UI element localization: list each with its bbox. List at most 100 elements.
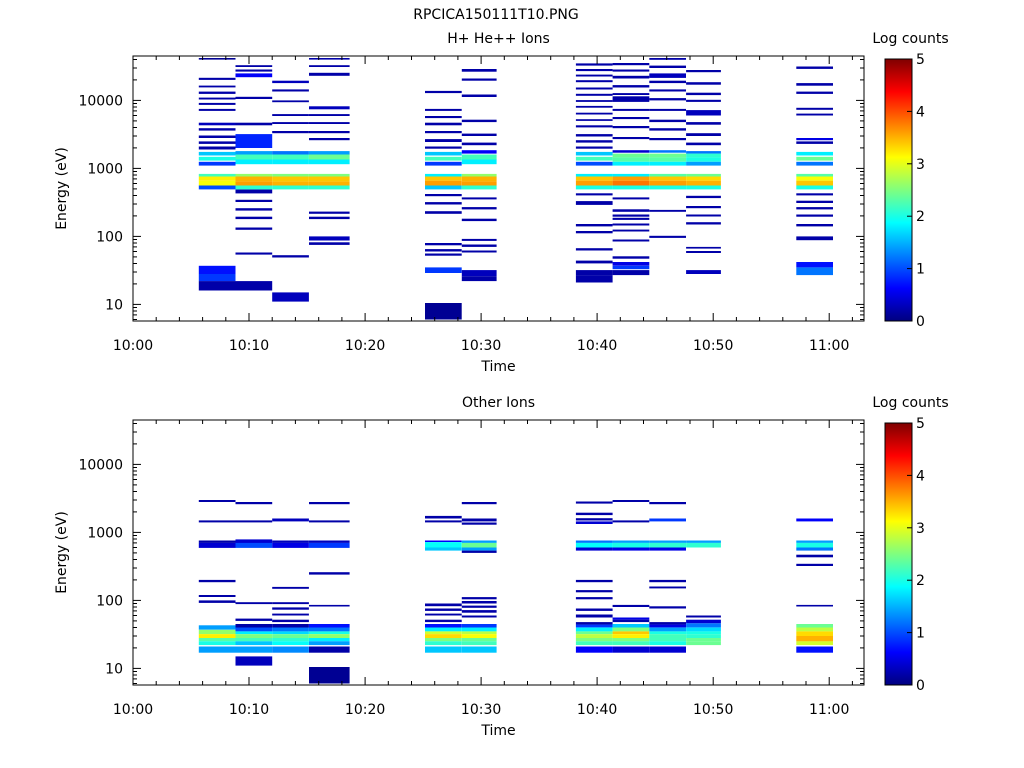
spectrogram-cell — [309, 122, 350, 124]
spectrogram-cell — [612, 239, 650, 242]
spectrogram-cell — [425, 173, 462, 177]
spectrogram-cell — [649, 153, 686, 158]
spectrogram-cell — [272, 255, 309, 258]
spectrogram-cell — [575, 156, 613, 161]
spectrogram-cell — [461, 601, 497, 604]
spectrogram-cell — [796, 214, 833, 217]
spectrogram-cell — [575, 146, 613, 149]
spectrogram-cell — [309, 624, 350, 628]
y-tick-label: 100 — [96, 229, 123, 245]
spectrogram-cell — [575, 80, 613, 83]
spectrogram-cell — [235, 69, 273, 72]
spectrogram-cell — [686, 133, 721, 136]
spectrogram-cell — [461, 638, 497, 642]
spectrogram-cell — [198, 625, 236, 630]
spectrogram-cell — [612, 150, 650, 153]
spectrogram-cell — [649, 631, 686, 634]
spectrogram-cell — [198, 185, 236, 190]
spectrogram-cell — [649, 150, 686, 153]
spectrogram-cell — [612, 540, 650, 543]
spectrogram-cell — [575, 134, 613, 137]
spectrogram-cell — [575, 140, 613, 143]
panel-h-he-ions: 10:00 10:10 10:20 10:30 10:40 10:50 11:0010100… — [54, 31, 949, 375]
spectrogram-cell — [235, 134, 273, 148]
spectrogram-cell — [649, 173, 686, 177]
spectrogram-cell — [461, 634, 497, 638]
spectrogram-cell — [425, 303, 462, 320]
colorbar — [884, 422, 913, 686]
spectrogram-cell — [309, 72, 350, 76]
spectrogram-cell — [425, 631, 462, 634]
spectrogram-cell — [796, 604, 833, 607]
spectrogram-cell — [686, 631, 721, 634]
spectrogram-cell — [425, 146, 462, 149]
spectrogram-cell — [272, 542, 309, 548]
colorbar-label: Log counts — [872, 31, 948, 47]
spectrogram-cell — [309, 216, 350, 220]
spectrogram-cell — [461, 197, 497, 200]
spectrogram-cell — [198, 176, 236, 181]
y-axis-label: Energy (eV) — [54, 511, 70, 594]
y-tick-label: 10 — [105, 297, 123, 313]
spectrogram-cell — [649, 586, 686, 589]
spectrogram-cell — [649, 634, 686, 638]
spectrogram-cell — [796, 547, 833, 551]
spectrogram-cell — [612, 547, 650, 551]
panel-other-ions: 10:00 10:10 10:20 10:30 10:40 10:50 11:0010100… — [54, 395, 949, 739]
y-tick-label: 1000 — [87, 525, 123, 541]
spectrogram-cell — [575, 631, 613, 634]
spectrogram-cell — [575, 93, 613, 96]
spectrogram-cell — [612, 500, 650, 502]
spectrogram-cell — [575, 173, 613, 177]
spectrogram-cell — [649, 235, 686, 238]
spectrogram-cell — [575, 590, 613, 593]
spectrogram-cell — [425, 116, 462, 119]
spectrogram-cell — [796, 185, 833, 190]
spectrogram-cell — [461, 69, 497, 72]
spectrogram-cell — [272, 619, 309, 623]
spectrogram-cells — [198, 500, 833, 684]
spectrogram-cell — [575, 260, 613, 264]
spectrogram-cell — [649, 80, 686, 84]
colorbar — [884, 58, 913, 322]
spectrogram-cell — [686, 153, 721, 158]
spectrogram-cell — [309, 65, 350, 67]
spectrogram-cell — [198, 85, 236, 88]
spectrogram-cell — [235, 520, 273, 523]
y-axis-label: Energy (eV) — [54, 147, 70, 230]
spectrogram-cell — [686, 638, 721, 642]
spectrogram-cell — [612, 641, 650, 646]
spectrogram-cell — [198, 629, 236, 635]
spectrogram-cell — [612, 627, 650, 632]
spectrogram-cell — [272, 586, 309, 589]
spectrogram-cell — [649, 138, 686, 141]
spectrogram-cell — [198, 265, 236, 274]
spectrogram-cell — [198, 579, 236, 583]
spectrogram-cell — [575, 638, 613, 642]
spectrogram-cell — [461, 522, 497, 525]
spectrogram-cell — [425, 542, 462, 548]
spectrogram-cell — [425, 540, 462, 543]
spectrogram-cell — [425, 90, 462, 94]
colorbar-tick-label: 5 — [916, 416, 925, 432]
spectrogram-cell — [461, 631, 497, 634]
spectrogram-cell — [425, 156, 462, 161]
colorbar-tick-label: 4 — [916, 104, 925, 120]
spectrogram-cell — [425, 194, 462, 197]
spectrogram-cell — [309, 634, 350, 638]
spectrogram-cell — [612, 117, 650, 120]
spectrogram-cell — [649, 622, 686, 625]
spectrogram-cell — [686, 195, 721, 199]
spectrogram-cell — [425, 249, 462, 252]
spectrogram-cell — [309, 502, 350, 505]
spectrogram-cell — [425, 185, 462, 190]
spectrogram-cell — [235, 73, 273, 78]
spectrogram-cell — [575, 231, 613, 234]
spectrogram-cell — [198, 646, 236, 653]
spectrogram-cell — [686, 151, 721, 154]
spectrogram-cell — [461, 597, 497, 600]
spectrogram-cell — [425, 211, 462, 214]
spectrogram-cell — [612, 223, 650, 226]
spectrogram-cell — [461, 94, 497, 97]
spectrogram-cell — [425, 151, 462, 156]
